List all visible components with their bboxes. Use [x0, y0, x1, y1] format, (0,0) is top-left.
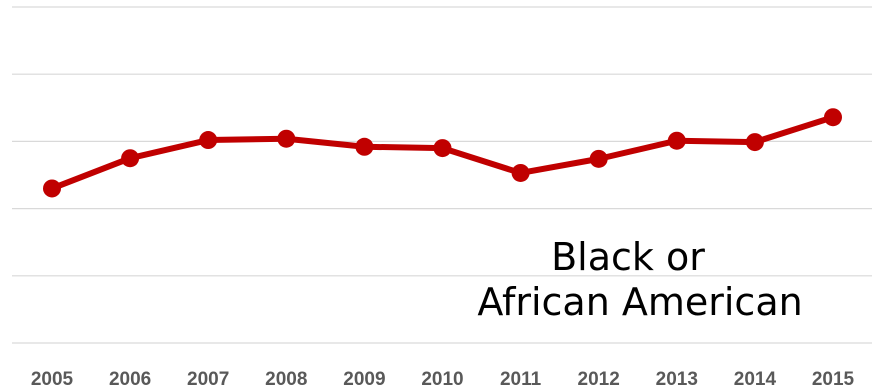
data-point-2011	[511, 163, 530, 182]
data-point-2013	[667, 131, 686, 150]
series-annotation: Black or African American	[477, 235, 802, 324]
x-tick-label-2005: 2005	[31, 369, 74, 390]
data-point-2012	[589, 149, 608, 168]
x-tick-label-2008: 2008	[265, 369, 307, 390]
x-tick-label-2006: 2006	[109, 369, 151, 390]
data-point-2008	[277, 129, 296, 148]
data-point-2014	[745, 133, 764, 152]
x-tick-label-2013: 2013	[656, 369, 698, 390]
x-tick-label-2007: 2007	[187, 369, 229, 390]
data-point-2005	[43, 179, 61, 198]
x-axis-tick-labels: 2005 2006 2007 2008 2009 2010 2011 2012 2013 2014…	[31, 369, 855, 390]
annotation-line-1: Black or	[551, 235, 705, 279]
x-tick-label-2009: 2009	[343, 369, 385, 390]
data-point-2010	[433, 139, 452, 158]
data-point-2009	[355, 137, 374, 156]
x-tick-label-2014: 2014	[734, 369, 777, 390]
data-point-2015	[824, 108, 842, 127]
annotation-line-2: African American	[477, 280, 802, 324]
x-tick-label-2011: 2011	[500, 369, 542, 390]
gridlines	[12, 6, 872, 344]
x-tick-label-2010: 2010	[421, 369, 463, 390]
data-point-2007	[199, 131, 218, 150]
data-point-2006	[121, 149, 140, 168]
x-tick-label-2012: 2012	[578, 369, 620, 390]
x-tick-label-2015: 2015	[812, 369, 855, 390]
series-group	[43, 108, 842, 198]
